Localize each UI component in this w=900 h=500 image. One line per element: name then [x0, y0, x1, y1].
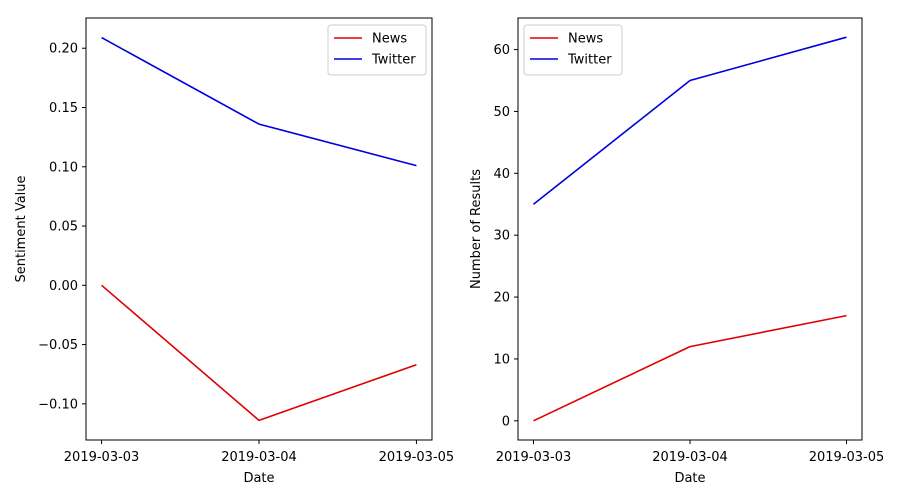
sentiment-y-axis-label: Sentiment Value [14, 175, 29, 282]
sentiment-x-tick-label: 2019-03-04 [221, 450, 297, 465]
results-y-tick-label: 10 [493, 352, 510, 367]
results-series-line-twitter [533, 36, 847, 205]
sentiment-y-tick-label: −0.05 [38, 338, 78, 353]
sentiment-y-tick-label: 0.00 [49, 279, 78, 294]
results-legend-label: News [568, 32, 603, 47]
sentiment-y-tick-label: 0.15 [49, 101, 78, 116]
sentiment-x-axis-label: Date [243, 471, 274, 486]
sentiment-y-tick-label: −0.10 [38, 397, 78, 412]
sentiment-legend-label: Twitter [371, 53, 416, 68]
sentiment-x-tick-label: 2019-03-05 [379, 450, 455, 465]
sentiment-legend-label: News [372, 32, 407, 47]
results-legend-label: Twitter [567, 53, 612, 68]
sentiment-series-line-twitter [101, 36, 417, 167]
results-x-tick-label: 2019-03-04 [652, 450, 728, 465]
sentiment-y-tick-label: 0.10 [49, 160, 78, 175]
sentiment-series-line-news [101, 284, 417, 422]
results-y-tick-label: 40 [493, 167, 510, 182]
sentiment-y-tick-label: 0.20 [49, 42, 78, 57]
sentiment-x-tick-label: 2019-03-03 [64, 450, 140, 465]
sentiment-y-tick-label: 0.05 [49, 220, 78, 235]
results-chart: 2019-03-03 2019-03-04 2019-03-05 0 10 20 30 40 5… [469, 17, 885, 486]
results-y-tick-label: 50 [493, 105, 510, 120]
results-y-axis-label: Number of Results [469, 169, 484, 289]
results-x-tick-label: 2019-03-03 [496, 450, 572, 465]
results-x-axis-label: Date [674, 471, 705, 486]
results-y-tick-label: 30 [493, 229, 510, 244]
results-series-line-news [533, 314, 847, 422]
sentiment-chart: 2019-03-03 2019-03-04 2019-03-05 −0.10 −0.05… [14, 17, 455, 486]
results-y-tick-label: 20 [493, 291, 510, 306]
results-y-tick-label: 60 [493, 43, 510, 58]
results-y-tick-label: 0 [502, 414, 510, 429]
results-x-tick-label: 2019-03-05 [809, 450, 885, 465]
